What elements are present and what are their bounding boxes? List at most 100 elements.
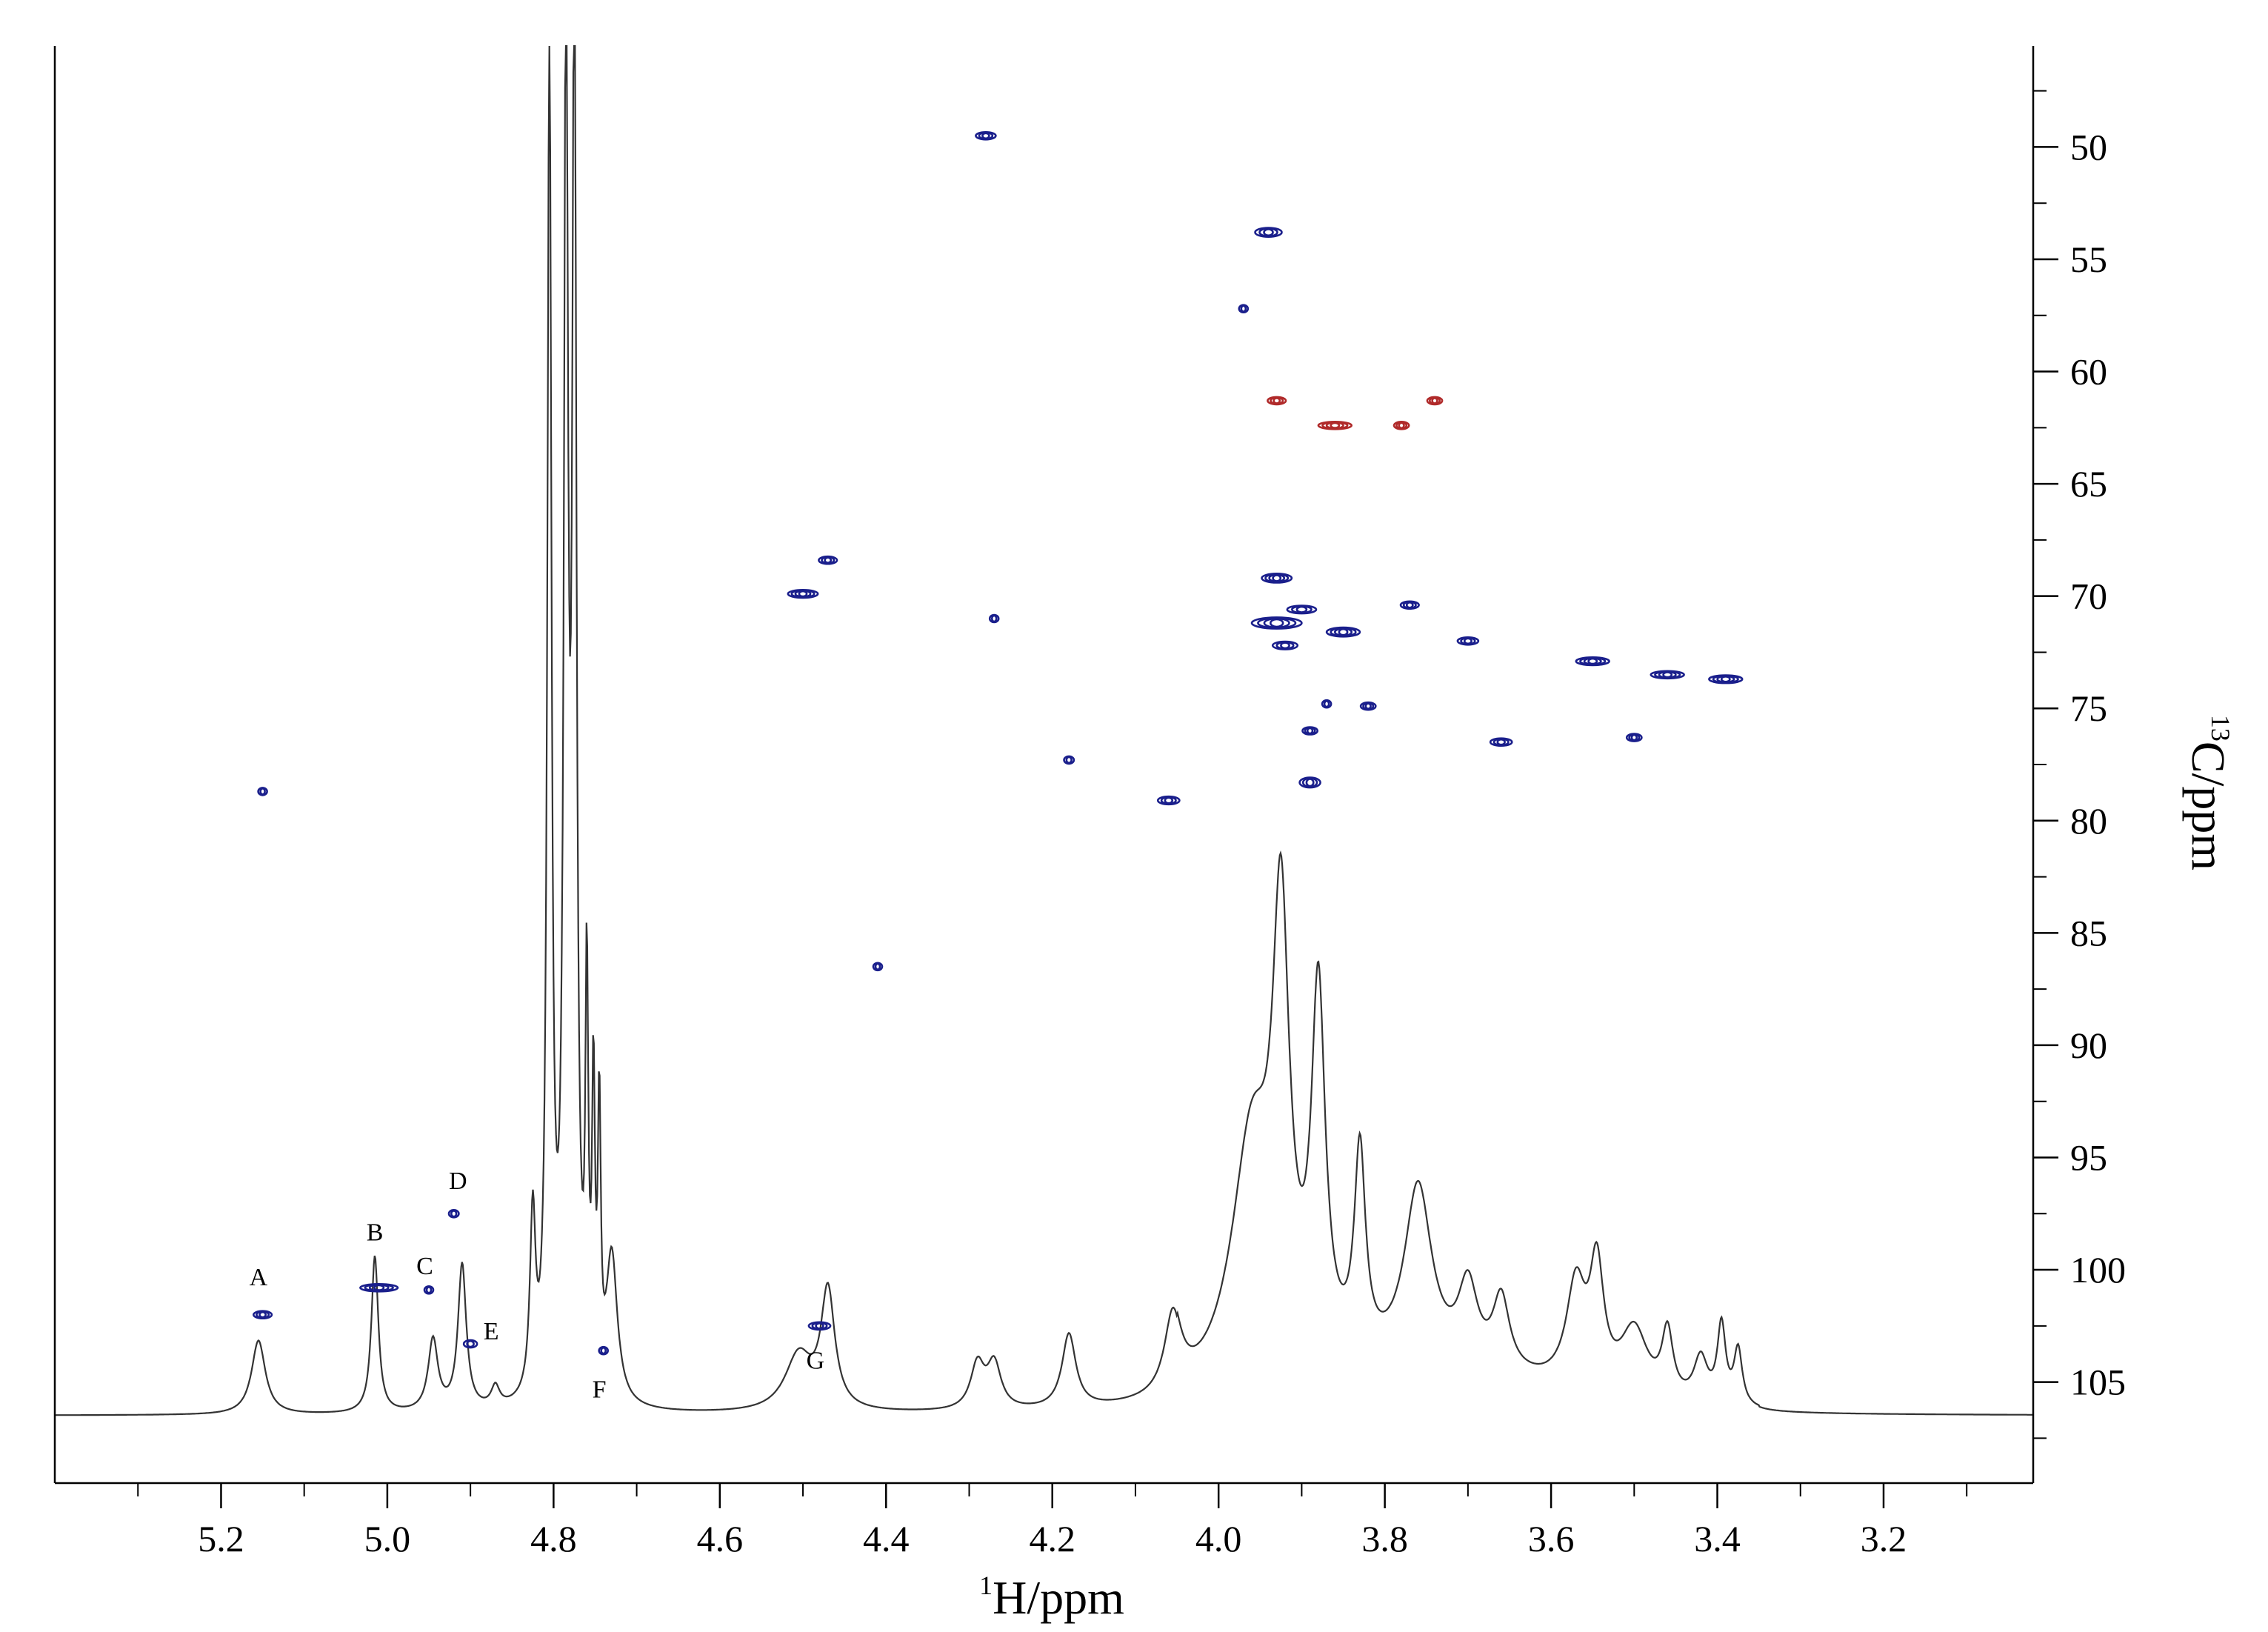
cross-peak: [359, 1283, 399, 1293]
cross-peak: [807, 1321, 832, 1331]
contour-ring: [1305, 778, 1315, 787]
contour-ring: [259, 787, 266, 796]
series-positive: [253, 131, 1744, 1356]
contour-ring: [1280, 642, 1290, 650]
contour-ring: [815, 1322, 824, 1330]
contour-ring: [1662, 671, 1673, 679]
peak-label-c: C: [416, 1253, 433, 1280]
x-tick-label: 3.2: [1861, 1518, 1907, 1559]
cross-peak: [423, 1285, 435, 1295]
proton-projection: [55, 44, 2033, 1416]
cross-peak: [1393, 420, 1410, 430]
cross-peak: [787, 588, 819, 599]
y-axis-title: 13C/ppm: [2182, 715, 2235, 870]
peak-label-a: A: [250, 1264, 268, 1291]
contour-ring: [425, 1286, 433, 1294]
x-axis-ticks: 5.2 5.0 4.8 4.6 4.4 4.2 4.0 3.8 3.6 3.4 3.2: [137, 1483, 1968, 1559]
contour-ring: [990, 614, 998, 623]
peak-label-f: F: [593, 1376, 607, 1404]
contour-ring: [1065, 756, 1073, 765]
contour-ring: [259, 1310, 267, 1319]
cross-peak: [598, 1345, 610, 1356]
y-tick-label: 90: [2070, 1025, 2107, 1066]
contour-ring: [600, 1346, 607, 1355]
y-tick-label: 105: [2070, 1362, 2126, 1403]
y-tick-label: 75: [2070, 687, 2107, 729]
contour-ring: [1398, 422, 1405, 430]
y-tick-label: 85: [2070, 912, 2107, 953]
series-negative: [1267, 396, 1444, 430]
cross-peak: [1456, 636, 1480, 646]
cross-peak: [1489, 737, 1513, 747]
cross-peak: [1298, 776, 1321, 789]
y-tick-label: 80: [2070, 800, 2107, 842]
contour-ring: [1405, 601, 1414, 609]
cross-peak: [1250, 616, 1303, 630]
peak-label-d: D: [449, 1168, 467, 1195]
contour-ring: [1240, 304, 1247, 313]
y-axis-ticks: 50 55 60 65 70 75 80 85 90 95 100 105: [2033, 90, 2126, 1439]
cross-peak: [1359, 701, 1377, 711]
contour-ring: [1587, 657, 1598, 665]
x-tick-label: 5.2: [198, 1518, 244, 1559]
contour-ring: [981, 132, 990, 140]
x-tick-label: 4.8: [530, 1518, 577, 1559]
contour-ring: [1263, 228, 1274, 237]
y-tick-label: 100: [2070, 1249, 2126, 1290]
peak-labels: A B C D E F G: [250, 1168, 824, 1404]
projection-trace: [55, 44, 2033, 1416]
y-tick-label: 95: [2070, 1136, 2107, 1178]
contour-ring: [1164, 796, 1174, 805]
cross-peak: [1261, 573, 1293, 584]
cross-peak: [975, 131, 997, 141]
contour-ring: [1295, 605, 1308, 613]
contour-ring: [1272, 574, 1282, 582]
x-tick-label: 3.4: [1694, 1518, 1741, 1559]
cross-peak: [462, 1339, 478, 1349]
x-tick-label: 4.0: [1195, 1518, 1242, 1559]
cross-peak: [818, 555, 838, 565]
cross-peak: [1708, 674, 1744, 685]
contour-ring: [824, 556, 833, 564]
cross-peak: [1321, 699, 1333, 709]
contour-ring: [1364, 702, 1372, 710]
cross-peak: [447, 1209, 460, 1219]
y-tick-label: 65: [2070, 463, 2107, 504]
cross-peak: [1301, 726, 1319, 736]
contour-ring: [466, 1339, 475, 1348]
cross-peak: [1254, 227, 1283, 238]
cross-peak: [257, 787, 268, 796]
cross-peak: [1238, 304, 1250, 314]
peak-label-b: B: [367, 1219, 384, 1247]
x-tick-label: 4.4: [863, 1518, 910, 1559]
contour-ring: [1330, 422, 1341, 429]
contour-ring: [450, 1210, 458, 1218]
cross-peak: [1271, 640, 1299, 650]
y-tick-label: 60: [2070, 351, 2107, 393]
peak-label-g: G: [807, 1347, 825, 1374]
cross-peak: [872, 962, 884, 972]
cross-peak: [1325, 626, 1361, 638]
cross-peak: [1575, 656, 1610, 667]
y-tick-label: 50: [2070, 126, 2107, 167]
x-tick-label: 4.2: [1029, 1518, 1075, 1559]
contour-ring: [874, 962, 881, 971]
contour-ring: [1273, 397, 1281, 404]
cross-peaks: [253, 131, 1744, 1356]
cross-peak: [1399, 600, 1420, 610]
x-tick-label: 5.0: [364, 1518, 411, 1559]
contour-ring: [1463, 637, 1472, 645]
cross-peak: [1156, 795, 1181, 806]
contour-ring: [1496, 738, 1506, 746]
cross-peak: [1426, 396, 1444, 406]
x-tick-label: 3.8: [1361, 1518, 1408, 1559]
peak-label-e: E: [484, 1318, 499, 1345]
x-axis-title: 1H/ppm: [979, 1571, 1124, 1624]
contour-ring: [1720, 675, 1731, 683]
cross-peak: [1267, 396, 1287, 406]
contour-ring: [373, 1284, 385, 1291]
contour-ring: [1630, 733, 1638, 742]
cross-peak: [1625, 733, 1643, 742]
